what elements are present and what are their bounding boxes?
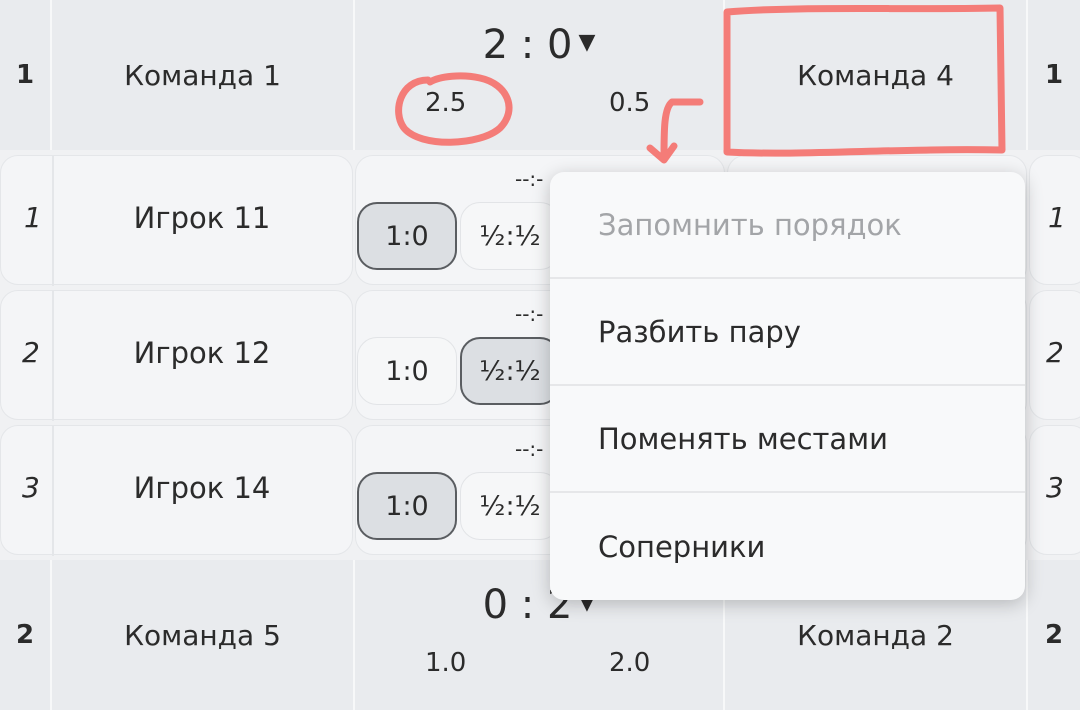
menu-item-opponents[interactable]: Соперники (598, 529, 766, 564)
player-number: 3 (22, 471, 40, 504)
away-team[interactable]: Команда 4 (725, 0, 1028, 150)
result-display: --:- (515, 167, 544, 191)
player-number: 2 (22, 336, 40, 369)
result-button-win[interactable]: 1:0 (357, 337, 457, 405)
menu-item-split-pair[interactable]: Разбить пару (550, 279, 1025, 386)
menu-item-swap[interactable]: Поменять местами (550, 386, 1025, 493)
away-board-number: 1 (1044, 60, 1064, 90)
away-points: 0.5 (609, 88, 651, 118)
away-team[interactable]: Команда 2 (725, 560, 1028, 710)
match-row: 2 Команда 5 0 : 2 ▼ 1.0 2.0 Команда 2 2 (0, 560, 1080, 710)
context-menu: Запомнить порядок Разбить пару Поменять … (550, 172, 1025, 600)
board-number: 2 (0, 560, 52, 710)
board-number: 1 (0, 0, 52, 150)
opponent-number: 1 (1048, 201, 1066, 234)
result-button-win[interactable]: 1:0 (357, 472, 457, 540)
player-number: 1 (24, 201, 42, 234)
opponent-number: 3 (1046, 471, 1064, 504)
result-button-draw[interactable]: ½:½ (460, 472, 560, 540)
match-score-cell[interactable]: 2 : 0 ▼ 2.5 0.5 (355, 0, 725, 150)
home-team[interactable]: Команда 1 (52, 0, 355, 150)
match-row: 1 Команда 1 2 : 0 ▼ 2.5 0.5 Команда 4 1 (0, 0, 1080, 150)
opponent-number: 2 (1046, 336, 1064, 369)
result-display: --:- (515, 437, 544, 461)
result-button-draw[interactable]: ½:½ (460, 202, 560, 270)
match-score-cell[interactable]: 0 : 2 ▼ 1.0 2.0 (355, 560, 725, 710)
player-name[interactable]: Игрок 11 (133, 201, 271, 235)
player-name[interactable]: Игрок 14 (133, 471, 271, 505)
home-points: 2.5 (425, 88, 467, 118)
result-button-draw[interactable]: ½:½ (460, 337, 560, 405)
result-button-win[interactable]: 1:0 (357, 202, 457, 270)
away-points: 2.0 (609, 648, 651, 678)
result-display: --:- (515, 302, 544, 326)
away-board-number: 2 (1044, 620, 1064, 650)
home-points: 1.0 (425, 648, 467, 678)
match-score: 2 : 0 (482, 22, 573, 68)
dropdown-triangle-icon[interactable]: ▼ (578, 30, 596, 55)
player-name[interactable]: Игрок 12 (133, 336, 271, 370)
menu-item-remember-order: Запомнить порядок (550, 172, 1025, 279)
home-team[interactable]: Команда 5 (52, 560, 355, 710)
